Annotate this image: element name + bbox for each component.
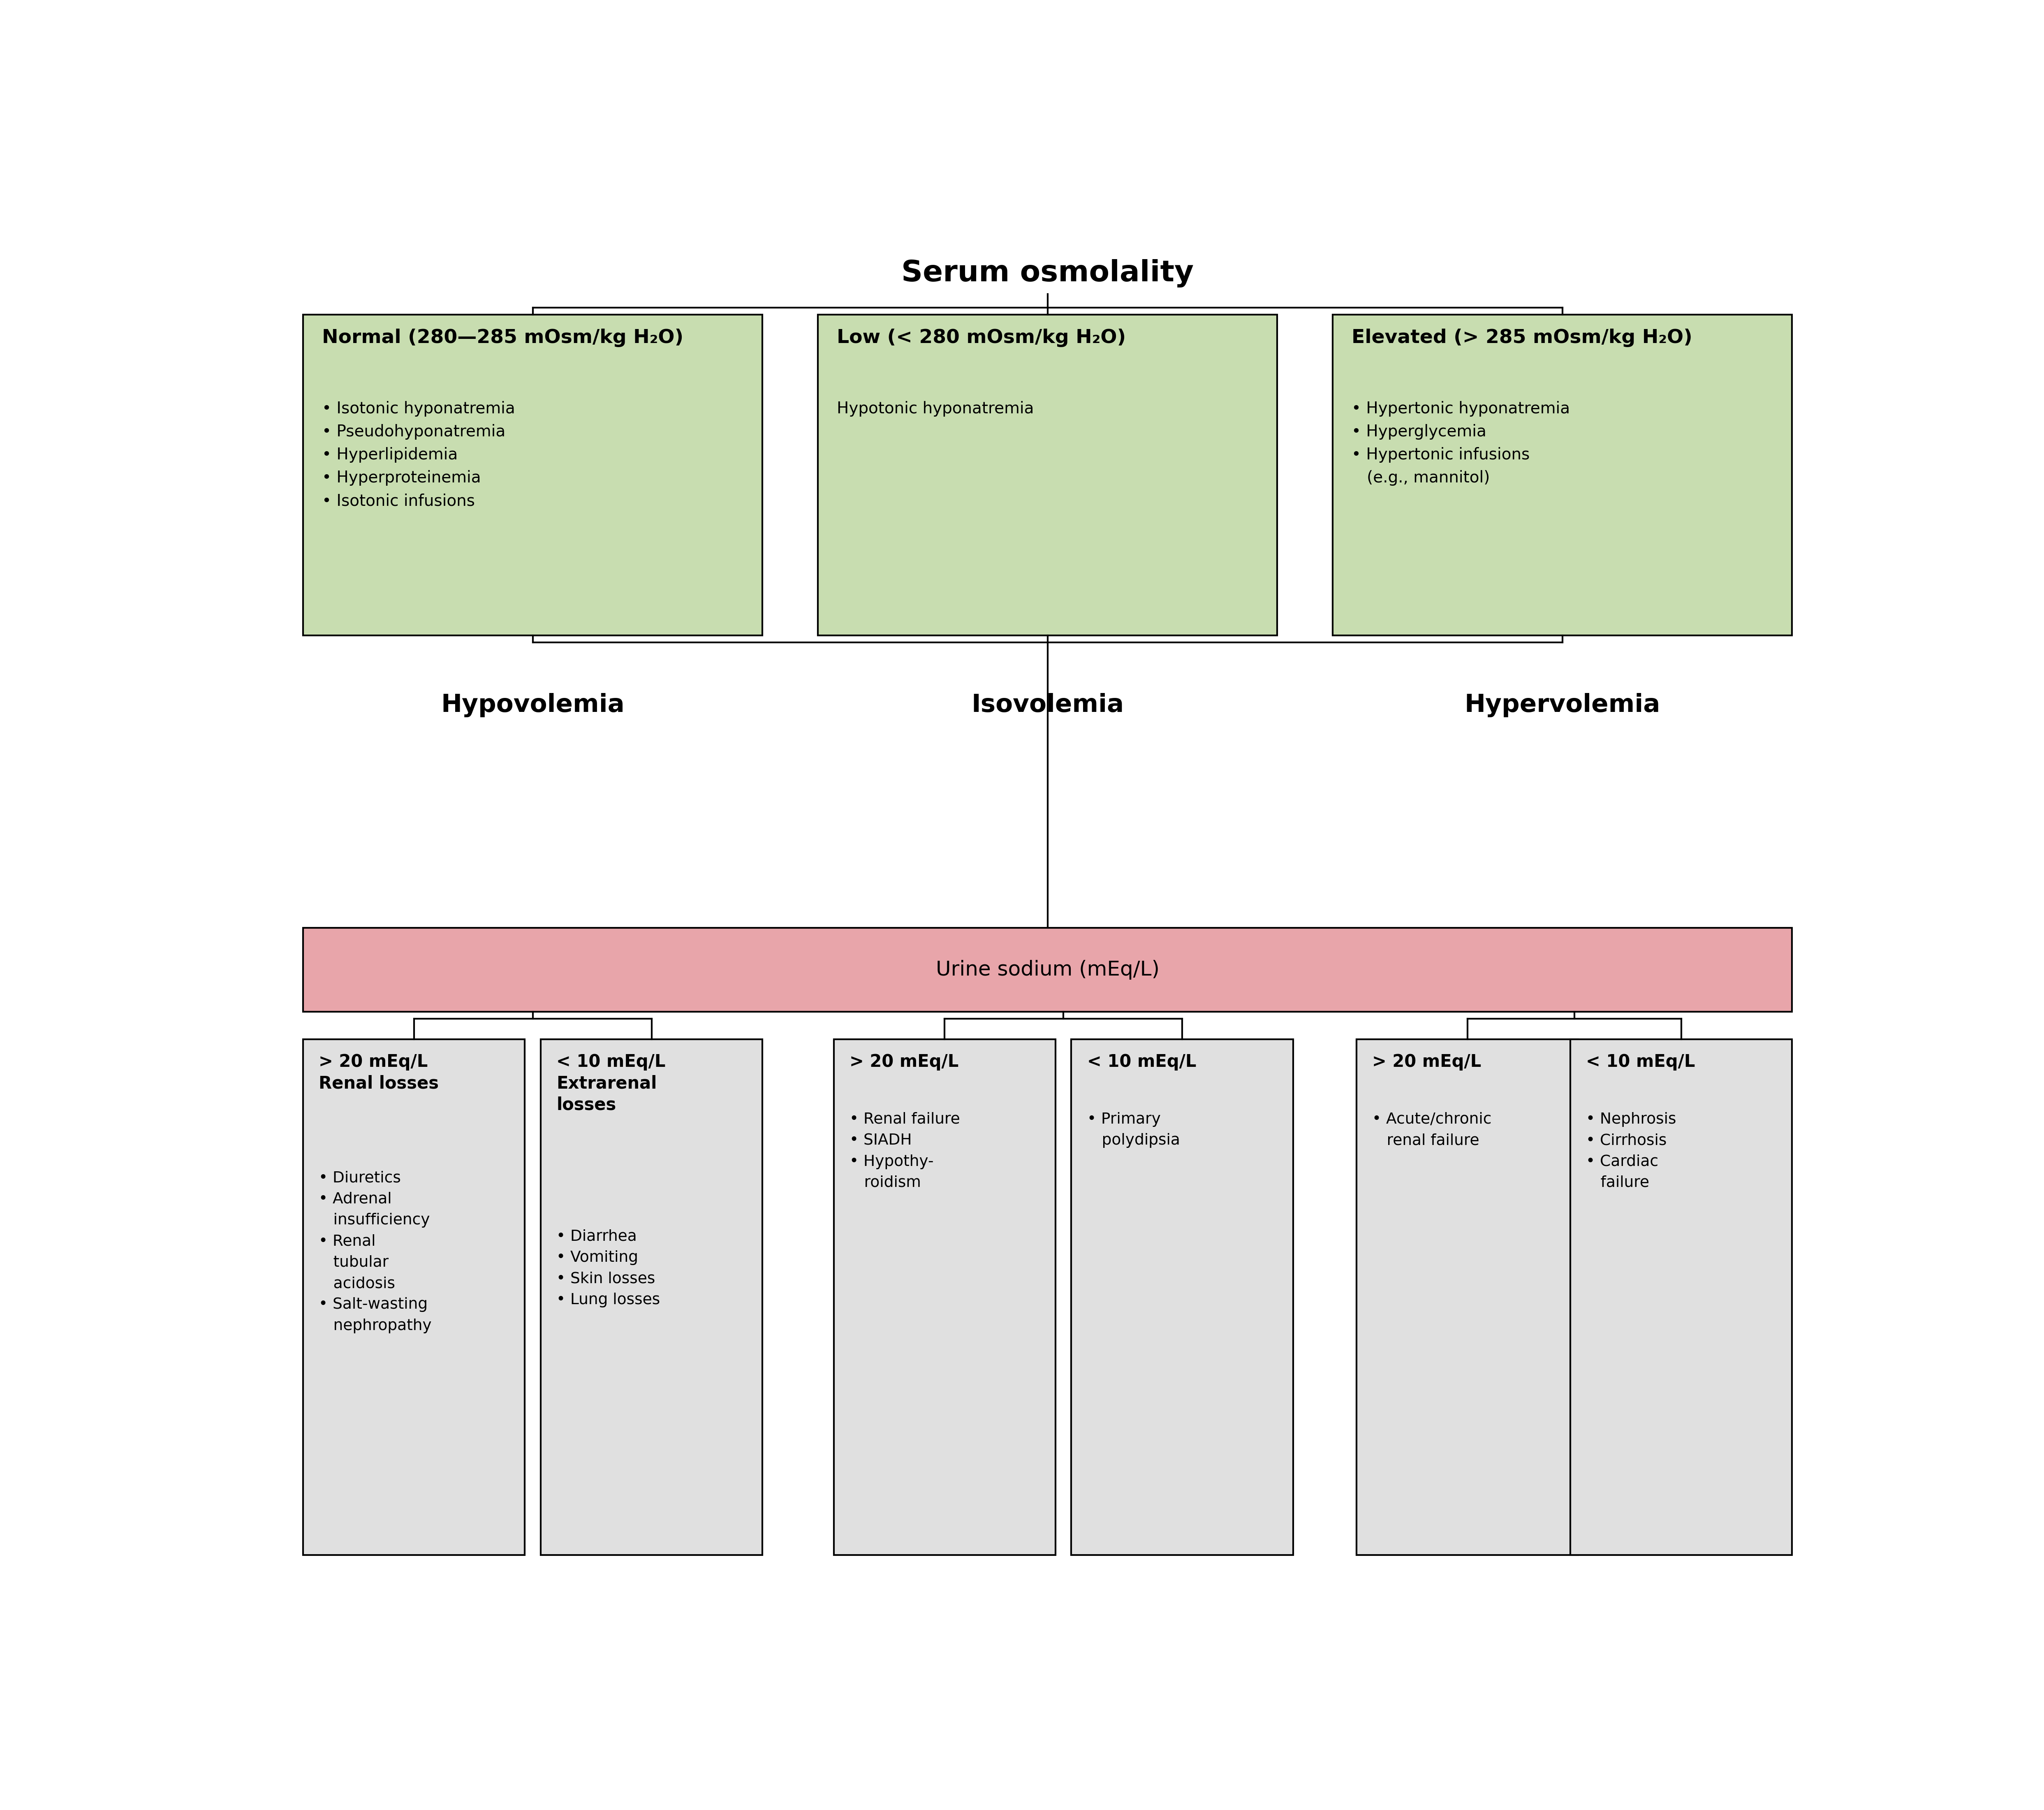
FancyBboxPatch shape bbox=[540, 1039, 762, 1555]
FancyBboxPatch shape bbox=[303, 929, 1793, 1012]
Text: Isovolemia: Isovolemia bbox=[971, 693, 1124, 717]
FancyBboxPatch shape bbox=[1071, 1039, 1294, 1555]
Text: < 10 mEq/L
Extrarenal
losses: < 10 mEq/L Extrarenal losses bbox=[556, 1053, 666, 1113]
FancyBboxPatch shape bbox=[303, 1039, 525, 1555]
Text: < 10 mEq/L: < 10 mEq/L bbox=[1586, 1053, 1694, 1072]
Text: Hypotonic hyponatremia: Hypotonic hyponatremia bbox=[836, 402, 1034, 416]
FancyBboxPatch shape bbox=[818, 315, 1278, 635]
Text: Low (< 280 mOsm/kg H₂O): Low (< 280 mOsm/kg H₂O) bbox=[836, 329, 1126, 348]
Text: > 20 mEq/L
Renal losses: > 20 mEq/L Renal losses bbox=[319, 1053, 439, 1091]
Text: • Isotonic hyponatremia
• Pseudohyponatremia
• Hyperlipidemia
• Hyperproteinemia: • Isotonic hyponatremia • Pseudohyponatr… bbox=[323, 402, 515, 509]
FancyBboxPatch shape bbox=[834, 1039, 1055, 1555]
Text: Normal (280—285 mOsm/kg H₂O): Normal (280—285 mOsm/kg H₂O) bbox=[323, 329, 683, 348]
FancyBboxPatch shape bbox=[303, 315, 762, 635]
Text: • Nephrosis
• Cirrhosis
• Cardiac
   failure: • Nephrosis • Cirrhosis • Cardiac failur… bbox=[1586, 1111, 1676, 1191]
Text: Hypervolemia: Hypervolemia bbox=[1464, 693, 1660, 717]
Text: > 20 mEq/L: > 20 mEq/L bbox=[850, 1053, 959, 1072]
Text: < 10 mEq/L: < 10 mEq/L bbox=[1087, 1053, 1196, 1072]
Text: Elevated (> 285 mOsm/kg H₂O): Elevated (> 285 mOsm/kg H₂O) bbox=[1351, 329, 1692, 348]
Text: • Renal failure
• SIADH
• Hypothy-
   roidism: • Renal failure • SIADH • Hypothy- roidi… bbox=[850, 1111, 961, 1191]
Text: Urine sodium (mEq/L): Urine sodium (mEq/L) bbox=[936, 959, 1159, 979]
Text: • Hypertonic hyponatremia
• Hyperglycemia
• Hypertonic infusions
   (e.g., manni: • Hypertonic hyponatremia • Hyperglycemi… bbox=[1351, 402, 1570, 485]
Text: • Diuretics
• Adrenal
   insufficiency
• Renal
   tubular
   acidosis
• Salt-was: • Diuretics • Adrenal insufficiency • Re… bbox=[319, 1171, 431, 1334]
Text: • Primary
   polydipsia: • Primary polydipsia bbox=[1087, 1111, 1179, 1148]
Text: • Acute/chronic
   renal failure: • Acute/chronic renal failure bbox=[1372, 1111, 1492, 1148]
FancyBboxPatch shape bbox=[1357, 1039, 1578, 1555]
FancyBboxPatch shape bbox=[1333, 315, 1793, 635]
Text: Hypovolemia: Hypovolemia bbox=[442, 693, 625, 717]
Text: > 20 mEq/L: > 20 mEq/L bbox=[1372, 1053, 1482, 1072]
Text: Serum osmolality: Serum osmolality bbox=[901, 259, 1194, 288]
FancyBboxPatch shape bbox=[1570, 1039, 1793, 1555]
Text: • Diarrhea
• Vomiting
• Skin losses
• Lung losses: • Diarrhea • Vomiting • Skin losses • Lu… bbox=[556, 1229, 660, 1307]
